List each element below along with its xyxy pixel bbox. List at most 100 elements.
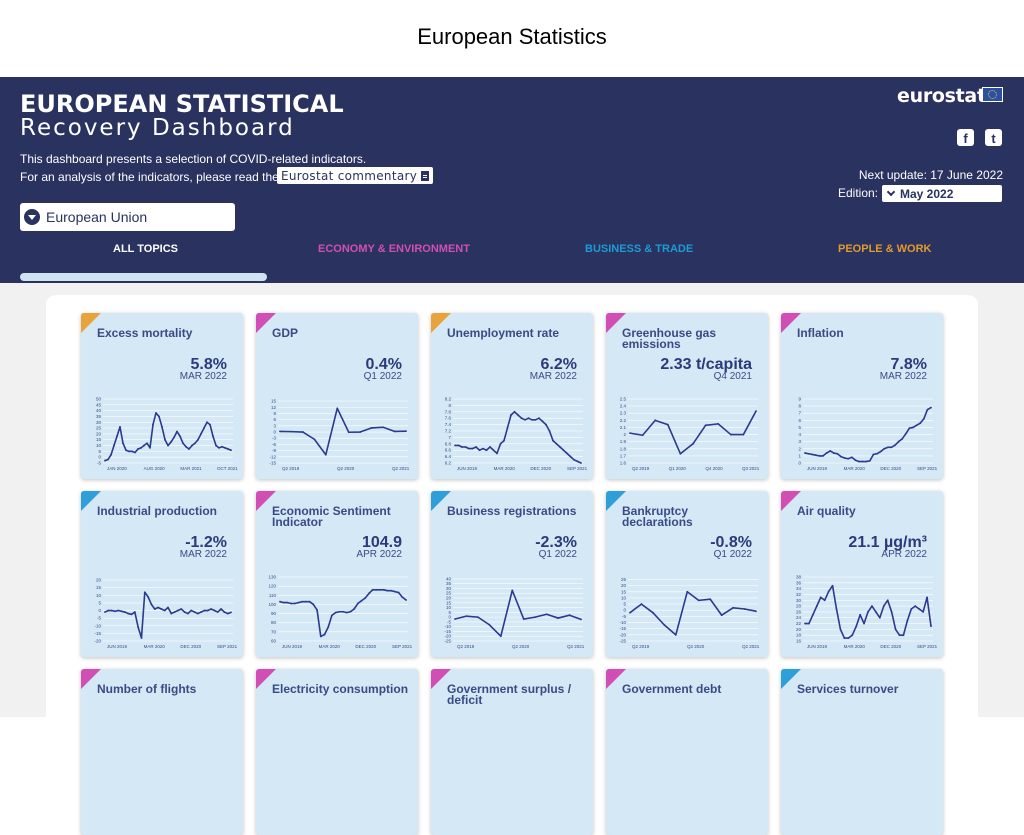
data-point [464,446,467,448]
data-point [161,426,163,428]
data-point [522,618,525,620]
data-point [742,433,745,436]
indicator-card[interactable]: Business registrations -2.3% Q1 2022 40 35 30… [431,491,593,657]
data-point [327,626,330,629]
edition-label: Edition: [837,186,878,200]
indicator-card[interactable]: Services turnover [781,669,943,835]
tab-economy-environment[interactable]: ECONOMY & ENVIRONMENT [318,243,470,255]
y-tick-label: 38 [796,575,802,580]
y-tick-label: 30 [96,420,102,425]
eurostat-commentary-button[interactable]: Eurostat commentary [277,167,434,184]
active-tab-indicator [20,273,267,281]
data-point [897,440,900,443]
indicator-card[interactable]: Government debt [606,669,768,835]
data-point [871,605,873,607]
y-tick-label: 25 [446,591,452,596]
data-point [146,442,148,445]
data-point [910,608,913,610]
twitter-icon[interactable]: t [985,129,1002,146]
card-period: MAR 2022 [529,371,577,382]
data-point [517,414,519,416]
data-point [729,433,732,436]
data-point [140,637,143,639]
data-point [382,426,384,429]
data-point [576,460,579,463]
x-tick-label: Q2 2019 [632,466,650,471]
intro-text-2: For an analysis of the indicators, pleas… [20,170,279,184]
card-title: Government debt [622,682,722,696]
card-title: Electricity consumption [272,682,409,696]
data-point [850,456,853,459]
indicator-card[interactable]: Excess mortality 5.8% MAR 2022 50 45 40 35 30 25… [81,313,243,479]
data-point [150,603,153,606]
y-tick-label: 6.8 [445,441,452,446]
tab-business-trade[interactable]: BUSINESS & TRADE [585,243,694,255]
data-point [843,457,846,459]
x-tick-label: Q2 2019 [282,466,300,471]
data-point [382,588,385,591]
data-point [353,608,356,610]
data-point [220,608,222,610]
region-select[interactable]: European Union [20,203,235,231]
eurostat-logo[interactable]: eurostat [897,85,986,107]
y-tick-label: 20 [446,596,452,601]
y-tick-label: 3 [273,423,276,428]
indicator-card[interactable]: Electricity consumption [256,669,418,835]
indicator-card[interactable]: Industrial production -1.2% MAR 2022 20 15 10… [81,491,243,657]
indicator-card[interactable]: Bankruptcy declarations -0.8% Q1 2022 25 20 1… [606,491,768,657]
tab-people-work[interactable]: PEOPLE & WORK [838,243,932,255]
x-tick-label: DEC 2020 [180,644,201,649]
x-tick-label: DEC 2020 [880,644,901,649]
y-tick-label: 35 [446,581,452,586]
y-tick-label: 32 [796,592,802,597]
data-point [485,449,488,452]
indicator-card[interactable]: GDP 0.4% Q1 2022 15 12 9 6 3 0 -3 -6 -9 -12 -15 Q2 201… [256,313,418,479]
x-tick-label: SEP 2021 [392,644,413,649]
data-point [513,410,516,413]
data-point [368,592,370,595]
indicator-card[interactable]: Number of flights [81,669,243,835]
chevron-down-icon [24,209,40,225]
facebook-icon[interactable]: f [957,129,974,146]
edition-select[interactable]: May 2022 [882,185,1002,202]
data-point [879,450,882,453]
data-point [117,609,120,612]
data-point [210,608,213,610]
y-tick-label: 9 [798,397,801,402]
y-tick-label: 22 [796,621,802,626]
card-period: Q1 2022 [538,549,577,560]
data-point [297,601,300,604]
indicator-card[interactable]: Air quality 21.1 µg/m³ APR 2022 38 36 34 32 30 2… [781,491,943,657]
indicator-card[interactable]: Government surplus / deficit [431,669,593,835]
y-tick-label: -20 [619,632,626,637]
y-tick-label: 20 [796,627,802,632]
commentary-label: Eurostat commentary [281,168,418,183]
data-point [488,623,491,626]
indicator-card[interactable]: Unemployment rate 6.2% MAR 2022 8.2 8 7.8 7.6 7… [431,313,593,479]
data-point [922,418,925,420]
data-point [835,608,838,610]
tab-all-topics[interactable]: ALL TOPICS [113,243,178,255]
data-point [755,410,757,412]
y-tick-label: 70 [271,629,277,634]
indicator-card[interactable]: Inflation 7.8% MAR 2022 9 8 7 6 5 4 3 2 1 0 JUN 2019 M… [781,313,943,479]
data-point [534,418,537,421]
y-tick-label: 7.2 [445,429,452,434]
x-tick-label: MAR 2020 [844,644,866,649]
data-point [457,444,460,447]
data-point [890,611,893,613]
data-point [843,637,846,639]
card-value: 7.8% [890,356,927,373]
data-point [654,419,657,422]
y-tick-label: -20 [94,639,101,644]
data-point [390,589,393,592]
data-point [164,438,166,441]
indicator-card[interactable]: Economic Sentiment Indicator 104.9 APR 202… [256,491,418,657]
data-point [356,602,359,605]
data-point [194,442,196,445]
y-tick-label: 12 [271,405,277,410]
indicator-card[interactable]: Greenhouse gas emissions 2.33 t/capita Q4 … [606,313,768,479]
data-point [894,628,897,631]
